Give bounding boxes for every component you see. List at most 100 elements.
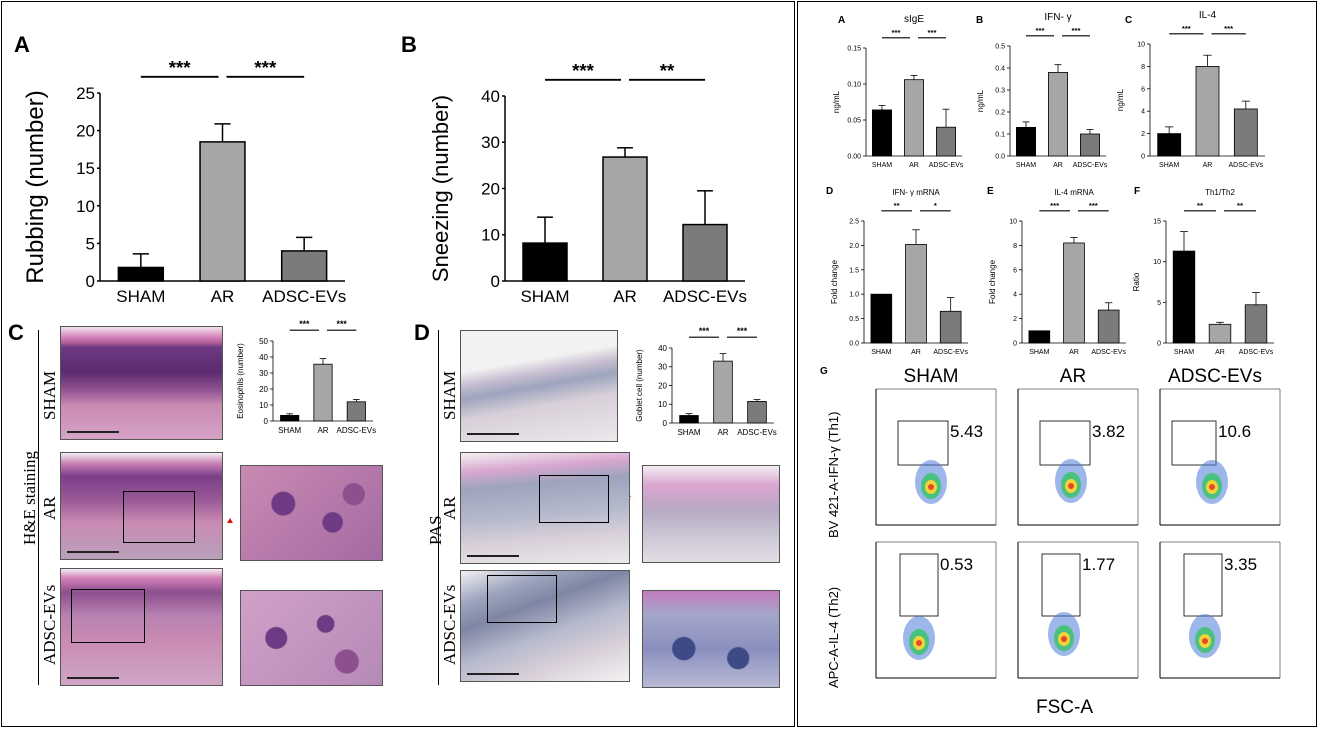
flow-gate	[899, 553, 939, 617]
bar-adsc-evs	[1233, 108, 1258, 157]
flow-col-title-adsc: ADSC-EVs	[1168, 366, 1262, 387]
scale-bar	[467, 433, 519, 435]
y-axis-label: Fold change	[830, 259, 839, 304]
chart-il4: 0 2 4 6 8 10 ng/mL IL-4 SHAM AR ADSC-EVs *** ***	[1116, 10, 1265, 169]
y-tick-label: 0.5	[849, 316, 859, 323]
significance-stars: **	[1237, 201, 1243, 210]
y-tick-label: 25	[76, 84, 95, 103]
y-tick-label: 0	[1013, 340, 1017, 347]
significance-stars: ***	[169, 57, 192, 78]
he-row-label-ar: AR	[40, 496, 59, 520]
flow-density-peak	[928, 484, 934, 490]
flow-x-label: FSC-A	[1036, 697, 1093, 718]
y-axis-label: Fold change	[988, 259, 997, 304]
pas-image-adsc	[460, 570, 630, 682]
y-tick-label: 4	[1013, 292, 1017, 299]
bar-sham	[1016, 127, 1037, 157]
flow-density-peak	[1061, 636, 1067, 642]
y-axis-label: Ratio	[1132, 272, 1141, 291]
chart-rubbing: 0 5 10 15 20 25 Rubbing (number) SHAM AR ADSC-EVs…	[22, 57, 346, 306]
bar-sham	[280, 414, 300, 422]
flow-gate	[897, 420, 949, 466]
inset-box	[487, 575, 557, 623]
panel-label-a: A	[14, 32, 30, 57]
flow-gate-value: 1.77	[1082, 555, 1115, 574]
x-tick-label: AR	[1203, 162, 1213, 169]
significance-stars: *	[934, 201, 937, 210]
significance-stars: ***	[1089, 201, 1098, 210]
flow-plot-adsc-evs-th1: 10.6	[1159, 388, 1281, 526]
scale-bar	[67, 431, 119, 433]
y-tick-label: 2.0	[849, 243, 859, 250]
y-tick-label: 1.5	[849, 267, 859, 274]
chart-sneezing: 0 10 20 30 40 Sneezing (number) SHAM AR ADSC-EVs…	[428, 60, 747, 306]
flow-row-label-th1: BV 421-A-IFN-γ (Th1)	[826, 411, 841, 538]
significance-stars: ***	[337, 319, 348, 329]
x-tick-label: ADSC-EVs	[737, 428, 777, 437]
bar-ar	[1195, 66, 1220, 157]
flow-plot-ar-th2: 1.77	[1017, 541, 1139, 679]
x-tick-label: SHAM	[520, 287, 569, 306]
he-row-label-adsc: ADSC-EVs	[40, 584, 59, 665]
he-label-line	[38, 330, 39, 685]
x-tick-label: AR	[317, 426, 328, 435]
y-tick-label: 0.0	[995, 153, 1005, 160]
bar-sham	[872, 109, 893, 157]
flow-plot-sham-th1: 5.43	[875, 388, 997, 526]
bar-sham	[522, 242, 568, 282]
panel-label-ra: A	[838, 15, 846, 26]
significance-stars: ***	[1224, 24, 1233, 33]
he-image-adsc-zoom	[240, 590, 383, 686]
panel-label-rf: F	[1134, 186, 1141, 197]
bar-adsc-evs	[1080, 133, 1101, 157]
red-arrow-marker	[227, 518, 233, 523]
significance-stars: **	[660, 60, 675, 81]
y-tick-label: 0	[663, 419, 668, 428]
flow-col-title-sham: SHAM	[903, 366, 959, 387]
y-tick-label: 4	[1141, 109, 1145, 116]
y-axis-label: Eosinophils (number)	[236, 343, 245, 419]
panel-label-d: D	[414, 320, 430, 345]
he-image-adsc	[60, 568, 223, 686]
significance-stars: ***	[1050, 201, 1059, 210]
x-tick-label: SHAM	[1029, 349, 1049, 356]
x-tick-label: ADSC-EVs	[1073, 162, 1108, 169]
x-tick-label: AR	[717, 428, 728, 437]
significance-stars: ***	[928, 28, 937, 37]
flow-plot-ar-th1: 3.82	[1017, 388, 1139, 526]
y-tick-label: 15	[76, 159, 95, 178]
x-tick-label: AR	[911, 349, 921, 356]
y-tick-label: 0.1	[995, 131, 1005, 138]
inset-box	[123, 491, 195, 543]
y-tick-label: 0	[491, 272, 500, 291]
y-tick-label: 10	[1153, 259, 1161, 266]
y-tick-label: 10	[481, 226, 500, 245]
y-tick-label: 8	[1013, 243, 1017, 250]
y-axis-label: Rubbing (number)	[22, 90, 49, 283]
flow-gate-value: 10.6	[1218, 422, 1251, 441]
x-tick-label: AR	[211, 287, 235, 306]
panel-label-re: E	[987, 186, 994, 197]
y-tick-label: 2.5	[849, 218, 859, 225]
x-tick-label: ADSC-EVs	[1229, 162, 1264, 169]
y-tick-label: 0.05	[847, 117, 861, 124]
pas-image-adsc-zoom	[642, 590, 780, 688]
y-tick-label: 0.3	[995, 87, 1005, 94]
inset-box	[539, 475, 609, 523]
significance-stars: ***	[1036, 26, 1045, 35]
chart-title: Th1/Th2	[1205, 188, 1235, 197]
x-tick-label: ADSC-EVs	[663, 287, 747, 306]
y-tick-label: 10	[1137, 41, 1145, 48]
bar-adsc-evs	[936, 126, 957, 157]
y-tick-label: 30	[481, 133, 500, 152]
x-tick-label: AR	[1215, 349, 1225, 356]
flow-density-peak	[1209, 484, 1215, 490]
y-tick-label: 5	[1157, 300, 1161, 307]
x-tick-label: ADSC-EVs	[1091, 349, 1126, 356]
bar-ar	[199, 141, 246, 282]
flow-gate-value: 3.35	[1224, 555, 1257, 574]
panel-label-rb: B	[976, 15, 984, 26]
chart-th1th2: 0 5 10 15 Ratio Th1/Th2 SHAM AR ADSC-EVs ** **	[1132, 188, 1274, 356]
